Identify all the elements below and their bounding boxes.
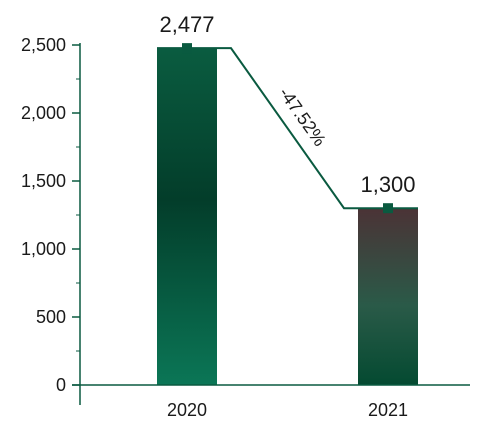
- change-percent-label: -47.52%: [275, 84, 330, 150]
- bar-2020: [157, 48, 217, 386]
- bars: [157, 48, 418, 386]
- x-category-label: 2020: [167, 400, 207, 420]
- value-labels: 2,477 1,300: [159, 12, 415, 197]
- value-marker: [182, 43, 192, 54]
- value-marker: [383, 203, 393, 214]
- x-axis: 2020 2021: [72, 384, 470, 420]
- y-tick-label: 2,500: [21, 35, 66, 55]
- y-tick-label: 1,000: [21, 239, 66, 259]
- change-connector-line: [157, 47, 418, 210]
- y-tick-label: 0: [56, 375, 66, 395]
- y-tick-label: 1,500: [21, 171, 66, 191]
- y-tick-label: 2,000: [21, 103, 66, 123]
- value-label: 2,477: [159, 12, 214, 37]
- x-category-label: 2021: [368, 400, 408, 420]
- y-tick-label: 500: [36, 307, 66, 327]
- y-axis: 0 500 1,000 1,500 2,000 2,500: [21, 35, 81, 405]
- value-label: 1,300: [360, 172, 415, 197]
- bar-2021: [358, 208, 418, 385]
